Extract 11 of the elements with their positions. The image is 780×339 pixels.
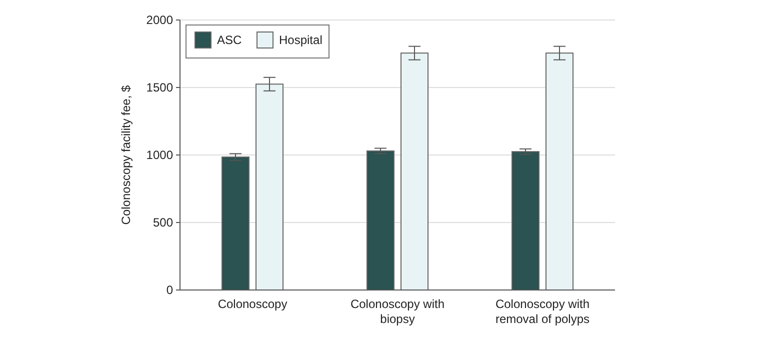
y-axis-title: Colonoscopy facility fee, $ <box>119 84 133 225</box>
y-tick-label: 500 <box>152 216 174 230</box>
y-tick-label: 0 <box>166 283 174 298</box>
legend-label: Hospital <box>279 33 322 48</box>
y-tick-label: 1000 <box>146 148 174 162</box>
y-tick-label: 2000 <box>146 13 174 28</box>
x-tick-label: Colonoscopy with removal of polyps <box>495 297 590 326</box>
y-tick-label: 1500 <box>146 80 174 95</box>
x-tick-label: Colonoscopy <box>218 297 288 311</box>
legend-label: ASC <box>217 33 242 48</box>
x-tick-label: Colonoscopy with biopsy <box>350 297 445 326</box>
